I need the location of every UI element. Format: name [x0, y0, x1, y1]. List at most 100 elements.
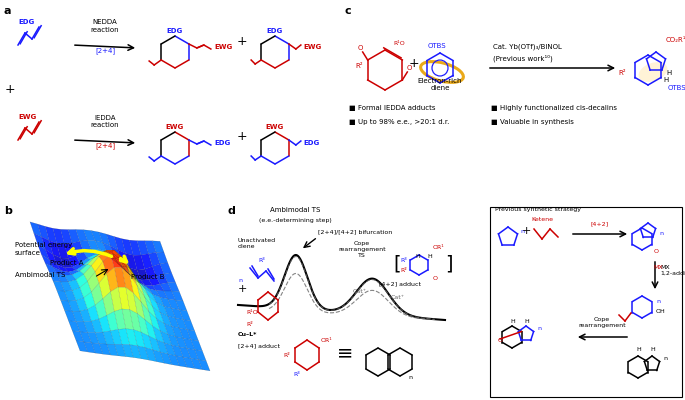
Polygon shape	[156, 274, 168, 284]
Polygon shape	[72, 263, 84, 270]
Polygon shape	[129, 268, 141, 286]
Polygon shape	[183, 357, 195, 368]
Text: O: O	[498, 338, 503, 343]
Polygon shape	[152, 264, 164, 277]
Polygon shape	[195, 350, 206, 361]
Polygon shape	[103, 292, 114, 315]
Polygon shape	[107, 252, 118, 259]
Text: Unactivated
diene: Unactivated diene	[238, 238, 276, 249]
Polygon shape	[141, 286, 153, 306]
Text: EWG: EWG	[18, 114, 36, 120]
Polygon shape	[88, 256, 99, 266]
Polygon shape	[145, 320, 156, 340]
Polygon shape	[61, 282, 72, 291]
Polygon shape	[99, 344, 110, 355]
Text: R²: R²	[618, 70, 625, 76]
Text: +: +	[5, 83, 15, 96]
Polygon shape	[145, 285, 156, 290]
Text: Electron-rich
diene: Electron-rich diene	[418, 78, 462, 91]
Text: (Previous work¹⁰): (Previous work¹⁰)	[493, 54, 553, 62]
Polygon shape	[88, 254, 99, 259]
Polygon shape	[149, 336, 160, 352]
Polygon shape	[84, 266, 95, 281]
Polygon shape	[156, 302, 168, 316]
Text: ■: ■	[348, 119, 355, 125]
Polygon shape	[76, 252, 88, 263]
Text: Cope
rearrangement
TS: Cope rearrangement TS	[338, 241, 386, 258]
Text: R²: R²	[283, 353, 290, 358]
Text: O: O	[358, 45, 363, 51]
Polygon shape	[76, 274, 88, 288]
Text: Cat. Yb(OTf)₃/BINOL: Cat. Yb(OTf)₃/BINOL	[493, 43, 562, 50]
Polygon shape	[84, 230, 95, 241]
Polygon shape	[137, 286, 149, 311]
Polygon shape	[57, 274, 68, 282]
Text: EDG: EDG	[304, 140, 320, 146]
Polygon shape	[118, 287, 129, 310]
Text: b: b	[4, 206, 12, 216]
Polygon shape	[126, 288, 137, 314]
Polygon shape	[164, 323, 175, 337]
Polygon shape	[103, 254, 114, 274]
Polygon shape	[175, 356, 187, 367]
Polygon shape	[68, 321, 80, 332]
Text: c: c	[345, 6, 351, 16]
Polygon shape	[80, 264, 91, 274]
Polygon shape	[137, 281, 149, 288]
Text: H: H	[510, 319, 514, 324]
Polygon shape	[126, 262, 137, 286]
Polygon shape	[160, 312, 172, 326]
Polygon shape	[61, 258, 72, 268]
Text: R²: R²	[356, 63, 363, 69]
Polygon shape	[64, 290, 76, 301]
Polygon shape	[149, 277, 160, 286]
Polygon shape	[88, 305, 99, 321]
Polygon shape	[122, 268, 134, 293]
Polygon shape	[129, 268, 141, 280]
Text: Ambimodal TS: Ambimodal TS	[15, 272, 65, 278]
Polygon shape	[57, 265, 68, 272]
Polygon shape	[95, 262, 107, 283]
Polygon shape	[179, 310, 190, 321]
Polygon shape	[149, 288, 160, 297]
Polygon shape	[175, 318, 187, 330]
Polygon shape	[79, 258, 91, 265]
Polygon shape	[95, 254, 107, 255]
Polygon shape	[99, 252, 110, 255]
Polygon shape	[103, 242, 114, 256]
Polygon shape	[103, 331, 114, 344]
Polygon shape	[61, 270, 72, 275]
Text: MX: MX	[653, 265, 663, 270]
Polygon shape	[153, 326, 164, 343]
Polygon shape	[168, 354, 179, 366]
Polygon shape	[164, 291, 175, 300]
Text: EWG: EWG	[215, 44, 233, 50]
Text: d: d	[228, 206, 236, 216]
Text: Cat⁺: Cat⁺	[352, 289, 366, 294]
Polygon shape	[134, 274, 145, 298]
Text: [2+4]: [2+4]	[95, 47, 115, 54]
Polygon shape	[153, 350, 164, 363]
Text: EWG: EWG	[266, 124, 284, 130]
Polygon shape	[64, 267, 76, 272]
Polygon shape	[122, 309, 134, 330]
Polygon shape	[73, 331, 84, 342]
Text: H: H	[415, 254, 420, 259]
Polygon shape	[84, 321, 95, 333]
Text: H: H	[524, 319, 529, 324]
Polygon shape	[122, 266, 134, 276]
Text: +: +	[237, 35, 247, 48]
Polygon shape	[122, 257, 134, 274]
Text: R¹O: R¹O	[246, 310, 258, 315]
Polygon shape	[156, 290, 168, 299]
Polygon shape	[145, 266, 156, 280]
Polygon shape	[118, 250, 129, 268]
Polygon shape	[129, 345, 141, 359]
Text: Highly functionalized cis-decalins: Highly functionalized cis-decalins	[500, 105, 617, 111]
Polygon shape	[125, 271, 137, 281]
Polygon shape	[145, 241, 156, 254]
Polygon shape	[72, 288, 84, 300]
Text: ≡: ≡	[337, 343, 353, 362]
Polygon shape	[34, 233, 45, 249]
Ellipse shape	[638, 62, 667, 82]
